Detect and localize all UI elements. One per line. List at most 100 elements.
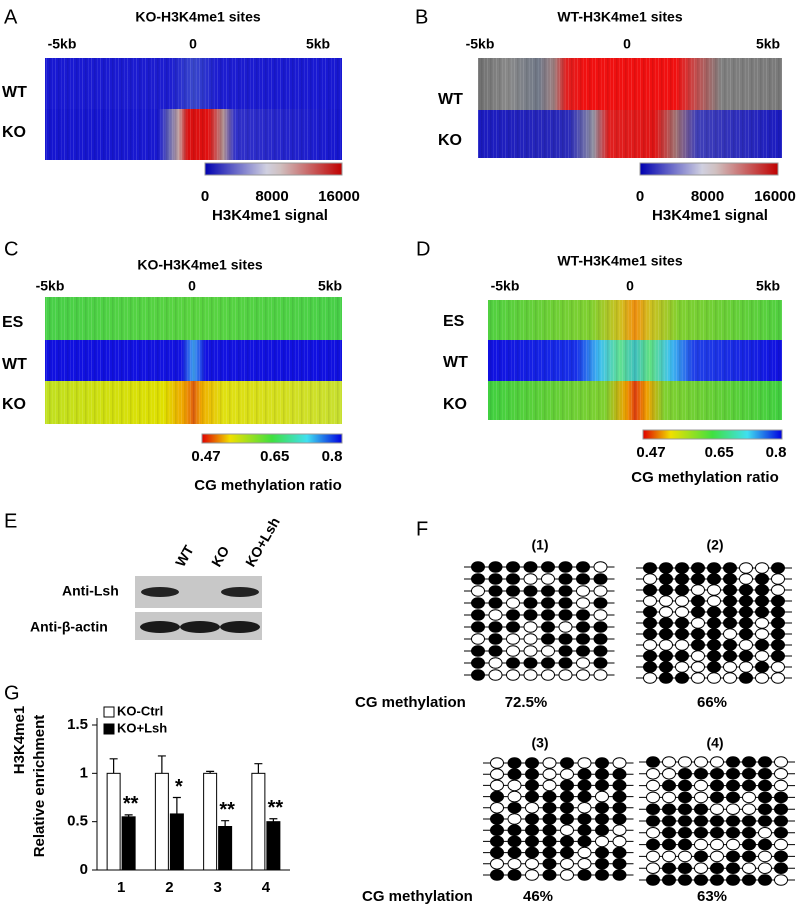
cpg-site [707,617,721,629]
cpg-site [646,862,660,875]
legend-label: KO-Ctrl [117,703,163,718]
cpg-site [541,609,555,621]
cpg-site [707,573,721,585]
methylation-value: 72.5% [505,694,548,711]
cpg-site [593,657,608,669]
cpg-site [659,595,673,607]
error-bar [221,820,230,833]
colorbar-tick-label: 16000 [318,188,360,205]
cpg-site [710,838,724,851]
cpg-site [560,790,574,803]
cpg-site [558,669,573,681]
cpg-site [739,584,753,596]
heatmap-texture [488,300,782,420]
panel-title: WT-H3K4me1 sites [557,253,682,269]
cpg-site [542,813,557,825]
bar [251,772,266,871]
colorbar-tick-label: 0.47 [191,448,220,465]
cpg-site [525,813,539,825]
cpg-site [726,768,740,780]
cpg-site [576,669,590,681]
cpg-site [542,835,557,848]
cpg-site [507,824,522,837]
cpg-site [643,639,657,651]
cpg-site [525,757,539,769]
cpg-site [525,802,539,814]
cpg-site [560,869,574,881]
cpg-site [678,850,692,863]
band [141,587,179,597]
cpg-site [612,802,627,814]
colorbar-tick-label: 0 [636,188,644,205]
cpg-site [471,585,485,597]
error-bar [269,818,278,825]
cpg-site [595,813,609,825]
cpg-site [507,813,522,825]
cpg-site [694,850,708,863]
colorbar [642,429,783,440]
cpg-site [771,628,785,640]
cpg-site [558,561,573,573]
cpg-site [488,621,503,633]
cpg-site [643,672,657,684]
cpg-site [541,597,555,609]
cpg-site [525,779,539,792]
x-label: 0 [626,278,634,294]
error-bar [109,758,118,774]
cpg-site [694,768,708,780]
cpg-site [694,779,708,792]
cpg-site [710,815,724,827]
cpg-site [593,609,608,621]
cpg-site [691,595,705,607]
cpg-site [707,584,721,596]
cpg-site [523,561,538,573]
cpg-site [577,846,592,859]
cpg-site [507,757,522,769]
cpg-site [774,756,788,768]
cpg-site [739,661,753,673]
cpg-site [723,573,737,585]
cpg-site [577,858,592,870]
cpg-site [490,858,504,870]
cpg-site [755,617,769,629]
x-label: 5kb [318,278,342,294]
colorbar-tick-label: 8000 [255,188,288,205]
cpg-site [507,802,522,814]
cpg-site [742,756,756,768]
cpg-site [691,628,705,640]
cpg-site [471,657,485,669]
cpg-site [675,584,689,596]
cpg-site [595,790,609,803]
cpg-site [542,858,557,870]
cpg-site [758,874,772,886]
cpg-site [593,561,608,573]
row-label: KO [443,396,467,413]
cpg-site [541,585,555,597]
panel-letter: D [416,238,430,260]
cpg-site [710,768,724,780]
cpg-site [525,846,539,859]
cpg-site [490,757,504,769]
cpg-site [771,573,785,585]
panel-title: KO-H3K4me1 sites [137,257,262,273]
cpg-site [707,661,721,673]
cpg-site [646,838,660,851]
cpg-site [758,862,772,875]
methylation-value: 46% [523,888,553,905]
cpg-site [707,639,721,651]
cpg-site [612,757,627,769]
cpg-site [612,813,627,825]
cpg-site [490,835,504,848]
cpg-site [643,617,657,629]
cpg-site [755,562,769,574]
cpg-site [506,597,520,609]
row-label: KO [2,396,26,413]
cpg-site [723,672,737,684]
colorbar-label: H3K4me1 signal [212,207,328,224]
cpg-site [691,606,705,618]
lane-label: WT [172,542,197,569]
cpg-site [612,824,627,837]
cpg-site [755,595,769,607]
cpg-site [723,661,737,673]
cpg-site [755,606,769,618]
